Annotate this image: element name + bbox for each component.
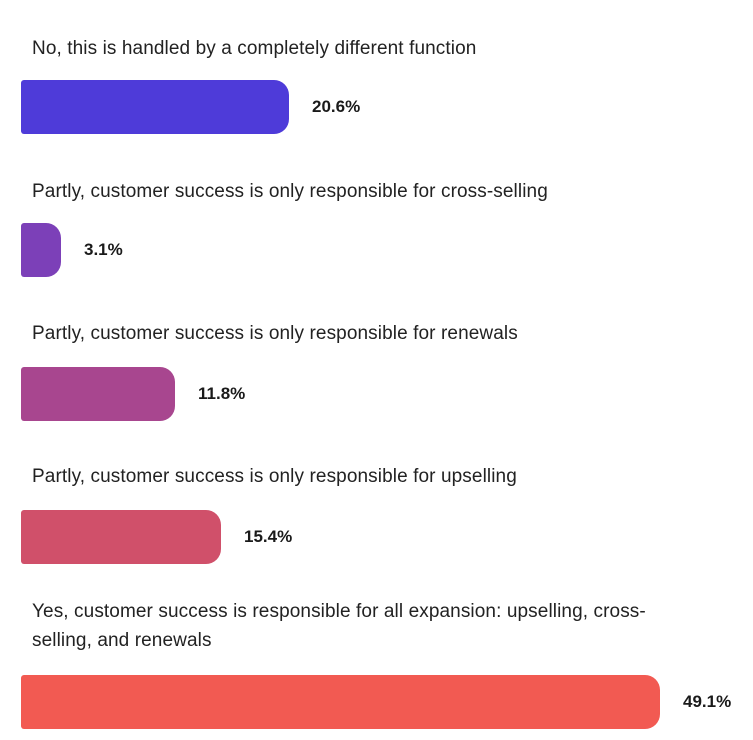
category-label: Yes, customer success is responsible for… (32, 601, 646, 651)
value-label: 20.6% (312, 97, 361, 116)
category-label: Partly, customer success is only respons… (32, 466, 517, 487)
bar (21, 223, 61, 277)
value-label: 49.1% (683, 692, 732, 711)
bar (21, 510, 221, 564)
category-label: Partly, customer success is only respons… (32, 181, 548, 202)
value-label: 11.8% (198, 384, 246, 403)
value-label: 15.4% (244, 527, 293, 546)
bar (21, 80, 289, 134)
category-label: No, this is handled by a completely diff… (32, 38, 477, 59)
bar (21, 367, 175, 421)
value-label: 3.1% (84, 240, 123, 259)
bar (21, 675, 660, 729)
category-label: Partly, customer success is only respons… (32, 323, 518, 344)
